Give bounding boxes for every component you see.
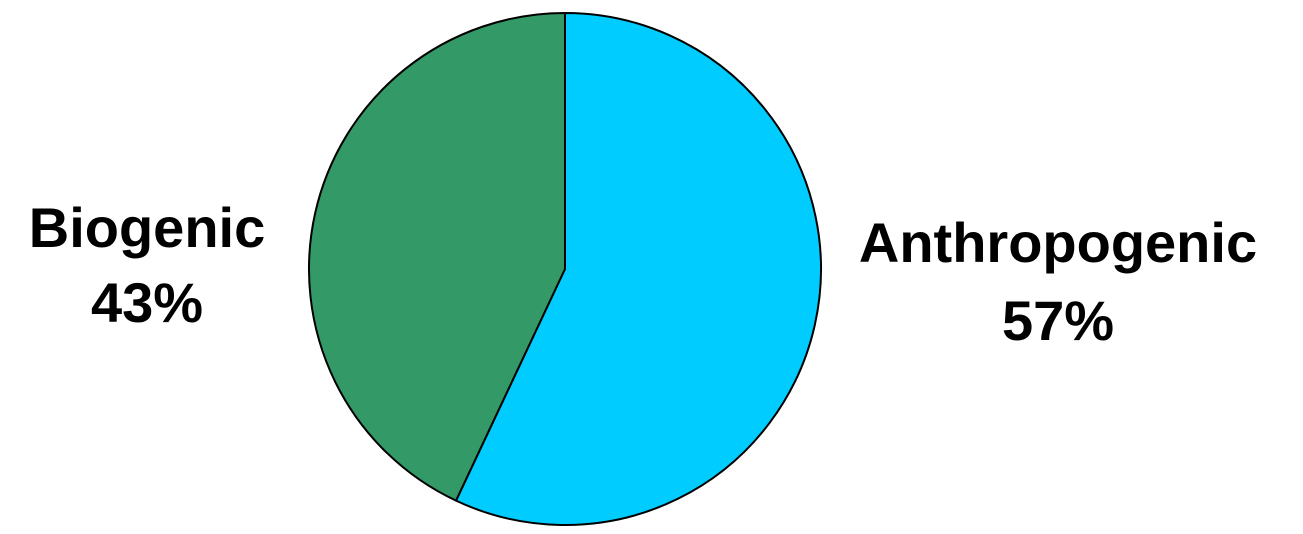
biogenic-category-label: Biogenic (29, 196, 265, 259)
pie-slices (308, 12, 822, 526)
pie-slice-biogenic (308, 12, 566, 502)
anthropogenic-category-label: Anthropogenic (859, 211, 1257, 274)
biogenic-percent-label: 43% (91, 271, 203, 334)
pie-slice-anthropogenic (455, 12, 822, 526)
anthropogenic-percent-label: 57% (1002, 289, 1114, 352)
